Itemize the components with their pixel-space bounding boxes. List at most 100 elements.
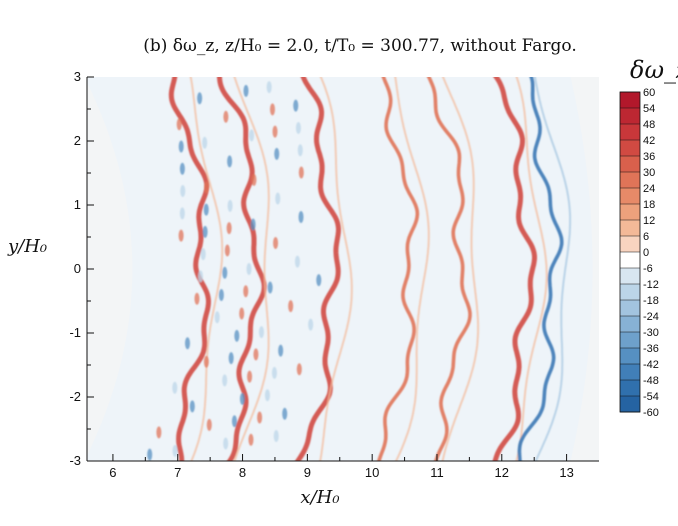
vorticity-blob	[234, 329, 240, 342]
x-axis-label: x/H₀	[300, 487, 339, 508]
vorticity-blob	[189, 400, 195, 413]
colorbar-cell	[620, 108, 640, 125]
vorticity-streak	[168, 77, 212, 461]
colorbar-cell	[620, 124, 640, 141]
colorbar-label: -54	[643, 391, 659, 403]
colorbar-label: 0	[643, 247, 649, 259]
colorbar-cell	[620, 220, 640, 237]
vorticity-blob	[200, 248, 206, 261]
vorticity-blob	[275, 192, 281, 205]
colorbar-label: -24	[643, 311, 659, 323]
colorbar-label: -36	[643, 343, 659, 355]
vorticity-blob	[222, 374, 228, 387]
vorticity-blob	[298, 166, 304, 179]
vorticity-blob	[172, 444, 178, 457]
colorbar-label: -12	[643, 279, 659, 291]
y-tick-label: 0	[74, 261, 81, 276]
vorticity-blob	[269, 103, 275, 116]
vorticity-blob	[250, 218, 256, 231]
colorbar-cell	[620, 396, 640, 413]
colorbar-label: 54	[643, 103, 655, 115]
vorticity-streaks	[147, 77, 572, 461]
vorticity-blob	[266, 81, 272, 94]
colorbar-cell	[620, 380, 640, 397]
plot-area	[87, 77, 599, 461]
vorticity-blob	[249, 129, 255, 142]
vorticity-blob	[214, 311, 220, 324]
vorticity-blob	[264, 389, 270, 402]
y-tick-label: -2	[69, 389, 81, 404]
vorticity-blob	[228, 352, 234, 365]
vorticity-blob	[294, 255, 300, 268]
vorticity-blob	[297, 144, 303, 157]
x-tick-label: 12	[495, 465, 509, 480]
colorbar-cell	[620, 140, 640, 157]
vorticity-blob	[308, 318, 314, 331]
colorbar-cell	[620, 332, 640, 349]
colorbar-labels: 60544842363024181260-6-12-18-24-30-36-42…	[620, 87, 659, 419]
vorticity-blob	[202, 225, 208, 238]
y-tick-label: 1	[74, 197, 81, 212]
colorbar-cell	[620, 236, 640, 253]
colorbar-cell	[620, 348, 640, 365]
colorbar-cell	[620, 204, 640, 221]
vorticity-blob	[278, 344, 284, 357]
colorbar-cell	[620, 156, 640, 173]
vorticity-blob	[288, 300, 294, 313]
colorbar-cell	[620, 92, 640, 109]
y-tick-label: 3	[74, 69, 81, 84]
figure-title: (b) δω_z, z/H₀ = 2.0, t/T₀ = 300.77, wit…	[143, 36, 577, 56]
vorticity-blob	[223, 110, 229, 123]
x-tick-label: 11	[430, 465, 444, 480]
x-ticks: 6 7 8 9 10 11 12 13	[109, 454, 574, 480]
vorticity-blob	[271, 366, 277, 379]
colorbar-label: -6	[643, 263, 653, 275]
colorbar-label: 6	[643, 231, 649, 243]
y-ticks: 3 2 1 0 -1 -2 -3	[69, 69, 94, 468]
vorticity-blob	[296, 363, 302, 376]
y-tick-label: -3	[69, 453, 81, 468]
colorbar-label: -42	[643, 359, 659, 371]
colorbar-label: -30	[643, 327, 659, 339]
vorticity-blob	[180, 185, 186, 198]
vorticity-blob	[251, 173, 257, 186]
x-tick-label: 7	[174, 465, 181, 480]
colorbar-cell	[620, 172, 640, 189]
colorbar-cell	[620, 364, 640, 381]
vorticity-blob	[147, 448, 153, 461]
x-tick-label: 13	[559, 465, 573, 480]
vorticity-streak	[517, 77, 564, 461]
vorticity-blob	[156, 426, 162, 439]
vorticity-blob	[243, 285, 249, 298]
colorbar-label: 12	[643, 215, 655, 227]
x-tick-label: 10	[365, 465, 379, 480]
colorbar-label: 36	[643, 151, 655, 163]
colorbar-cells	[619, 91, 641, 413]
vorticity-blob	[176, 118, 182, 131]
vorticity-filament	[393, 77, 430, 461]
x-tick-label: 6	[109, 465, 116, 480]
colorbar-label: -48	[643, 375, 659, 387]
x-tick-label: 9	[304, 465, 311, 480]
vorticity-blob	[239, 392, 245, 405]
colorbar-cell	[620, 268, 640, 285]
x-tick-label: 8	[239, 465, 246, 480]
colorbar-label: 24	[643, 183, 655, 195]
colorbar-cell	[620, 188, 640, 205]
vorticity-blob	[224, 244, 230, 257]
vorticity-blob	[267, 281, 273, 294]
vorticity-blob	[179, 207, 185, 220]
vorticity-blob	[179, 162, 185, 175]
colorbar-label: 30	[643, 167, 655, 179]
vorticity-blob	[218, 288, 224, 301]
colorbar-label: -60	[643, 407, 659, 419]
vorticity-blob	[197, 92, 203, 105]
vorticity-blob	[178, 229, 184, 242]
vorticity-blob	[239, 307, 245, 320]
colorbar-cell	[620, 252, 640, 269]
vorticity-blob	[316, 274, 322, 287]
vorticity-blob	[227, 155, 233, 168]
vorticity-blob	[204, 181, 210, 194]
vorticity-filament	[232, 77, 270, 461]
